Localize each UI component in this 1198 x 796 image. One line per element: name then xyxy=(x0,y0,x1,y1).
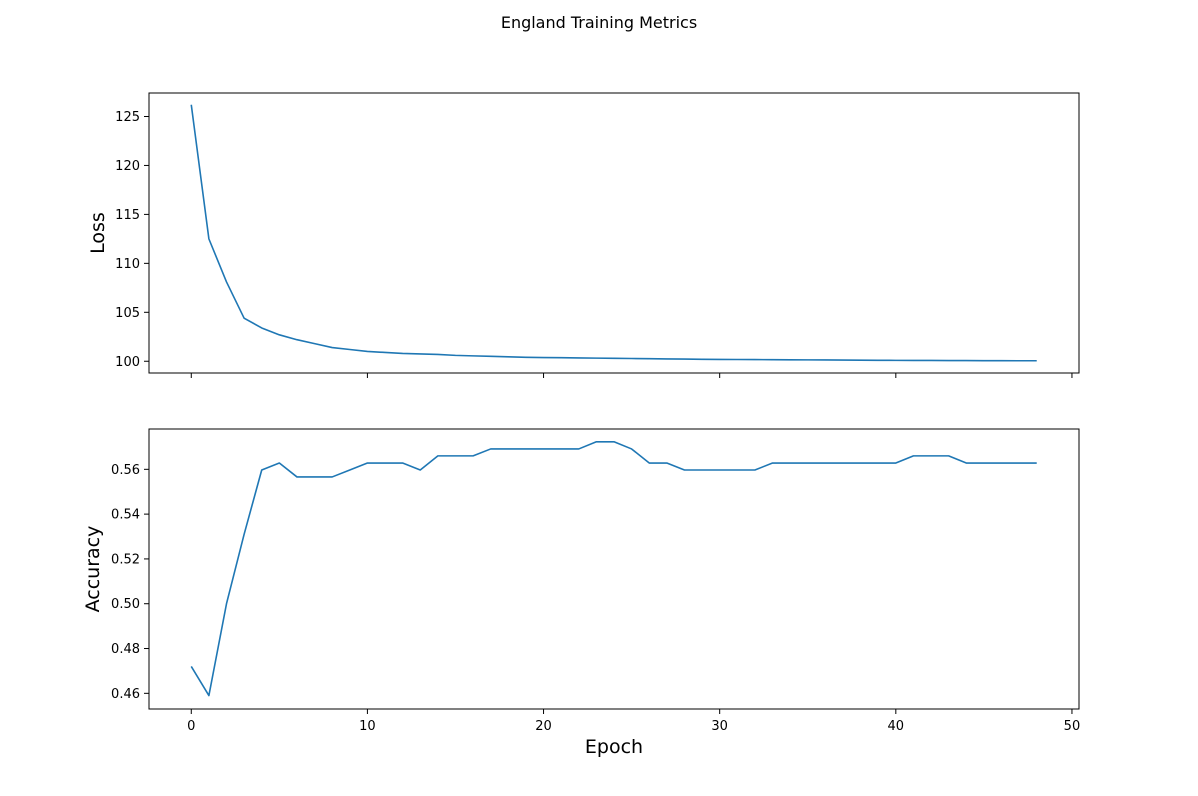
axes-frame xyxy=(148,428,1080,710)
y-axis-label: Loss xyxy=(87,212,109,254)
y-tick-label: 0.46 xyxy=(111,687,140,702)
y-tick-label: 0.50 xyxy=(111,597,140,612)
y-tick-label: 0.48 xyxy=(111,642,140,657)
x-tick-label: 10 xyxy=(359,719,376,734)
y-tick-label: 115 xyxy=(115,208,140,223)
figure-title: England Training Metrics xyxy=(501,13,697,32)
axes-frame xyxy=(148,92,1080,374)
y-axis-label: Accuracy xyxy=(82,526,104,613)
y-tick-label: 0.54 xyxy=(111,508,140,523)
accuracy-panel: 0.46 0.48 0.50 0.52 0.54 0.56 0 10 20 30 40 50 Accur… xyxy=(82,428,1081,734)
x-axis-label: Epoch xyxy=(585,736,643,758)
x-tick-label: 0 xyxy=(187,719,195,734)
series-line xyxy=(190,440,1037,697)
y-tick-label: 100 xyxy=(115,355,140,370)
x-tick-label: 30 xyxy=(711,719,728,734)
x-tick-label: 20 xyxy=(535,719,552,734)
y-tick-label: 120 xyxy=(115,159,140,174)
y-tick-label: 0.56 xyxy=(111,463,140,478)
x-tick-label: 50 xyxy=(1064,719,1081,734)
y-tick-label: 105 xyxy=(115,306,140,321)
y-tick-label: 125 xyxy=(115,110,140,125)
y-tick-label: 0.52 xyxy=(111,552,140,567)
series-line xyxy=(190,104,1037,362)
x-tick-label: 40 xyxy=(888,719,905,734)
loss-panel: 100 105 110 115 120 125 Loss xyxy=(87,92,1080,378)
y-tick-label: 110 xyxy=(115,257,140,272)
